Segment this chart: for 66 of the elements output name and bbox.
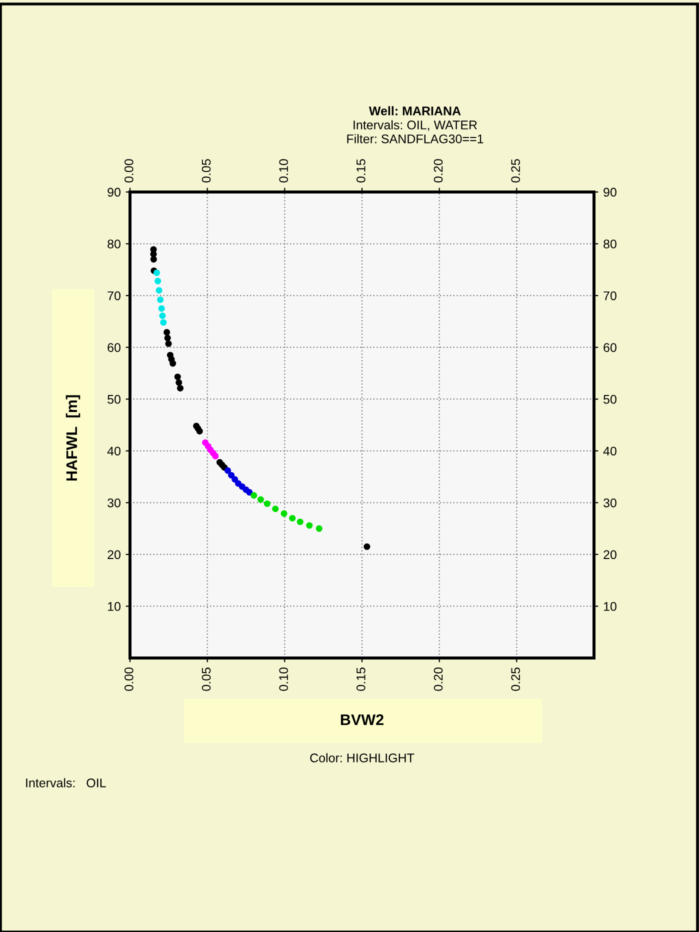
point bbox=[257, 496, 264, 503]
x-tick-label: 0.05 bbox=[202, 159, 211, 182]
text: Color: HIGHLIGHT bbox=[310, 753, 414, 762]
x2-tick-label: 0.15 bbox=[356, 668, 366, 691]
x2-tick-label: 0.10 bbox=[279, 668, 288, 691]
point bbox=[250, 492, 258, 499]
point bbox=[224, 467, 232, 474]
point bbox=[272, 506, 279, 512]
point bbox=[364, 543, 370, 550]
point bbox=[170, 360, 176, 367]
point bbox=[177, 384, 184, 392]
y2-tick-label: 80 bbox=[604, 240, 616, 248]
y-tick-label: 50 bbox=[108, 394, 120, 404]
y-axis-title: HAFWL [m] bbox=[66, 395, 80, 481]
text: Intervals: OIL bbox=[26, 778, 106, 788]
point bbox=[164, 329, 170, 336]
x-tick-label: 0.25 bbox=[511, 159, 520, 182]
y-tick-label: 90 bbox=[108, 188, 120, 197]
y2-tick-label: 10 bbox=[604, 602, 616, 611]
chart-subtitle: Intervals: OIL, WATER Filter: SANDFLAG30==1 bbox=[347, 120, 484, 144]
x-tick-label: 0.15 bbox=[356, 159, 366, 182]
x-tick-label: 0.20 bbox=[434, 159, 443, 182]
point bbox=[159, 312, 166, 320]
y-tick-label: 40 bbox=[107, 446, 120, 456]
point bbox=[176, 379, 182, 386]
point bbox=[246, 489, 253, 496]
point bbox=[150, 256, 157, 263]
x-tick-label: 0.10 bbox=[279, 159, 288, 182]
point bbox=[160, 319, 167, 326]
point bbox=[174, 374, 181, 380]
point bbox=[228, 472, 235, 478]
y2-tick-label: 60 bbox=[604, 343, 616, 352]
point bbox=[306, 522, 313, 529]
y-tick-label: 10 bbox=[108, 602, 120, 611]
point bbox=[154, 270, 160, 276]
x2-tick-label: 0.00 bbox=[124, 668, 134, 691]
y2-tick-label: 40 bbox=[603, 446, 616, 456]
point bbox=[196, 428, 203, 434]
point bbox=[154, 278, 162, 284]
point bbox=[156, 287, 162, 294]
y2-tick-label: 30 bbox=[604, 498, 616, 508]
point bbox=[296, 518, 304, 526]
y2-tick-label: 50 bbox=[604, 394, 616, 404]
point bbox=[289, 514, 296, 522]
y-tick-label: 70 bbox=[108, 291, 120, 300]
x2-tick-label: 0.25 bbox=[511, 668, 520, 691]
y2-tick-label: 20 bbox=[604, 550, 616, 560]
point bbox=[158, 305, 165, 312]
y-tick-label: 60 bbox=[108, 343, 120, 352]
x2-tick-label: 0.20 bbox=[434, 668, 443, 691]
x-tick-label: 0.00 bbox=[124, 159, 134, 182]
y-tick-label: 20 bbox=[108, 550, 120, 560]
y-tick-label: 80 bbox=[108, 240, 120, 248]
chart-title: Well: MARIANA bbox=[368, 106, 461, 116]
y2-tick-label: 90 bbox=[604, 188, 616, 197]
point bbox=[212, 452, 219, 460]
point bbox=[264, 500, 270, 507]
point bbox=[164, 334, 171, 342]
point bbox=[316, 525, 322, 532]
x2-tick-label: 0.05 bbox=[202, 668, 211, 691]
point bbox=[157, 296, 164, 303]
point bbox=[280, 510, 288, 517]
y2-tick-label: 70 bbox=[604, 291, 616, 300]
y-tick-label: 30 bbox=[108, 498, 120, 508]
point bbox=[165, 340, 172, 347]
x-axis-title: BVW2 bbox=[340, 714, 384, 725]
